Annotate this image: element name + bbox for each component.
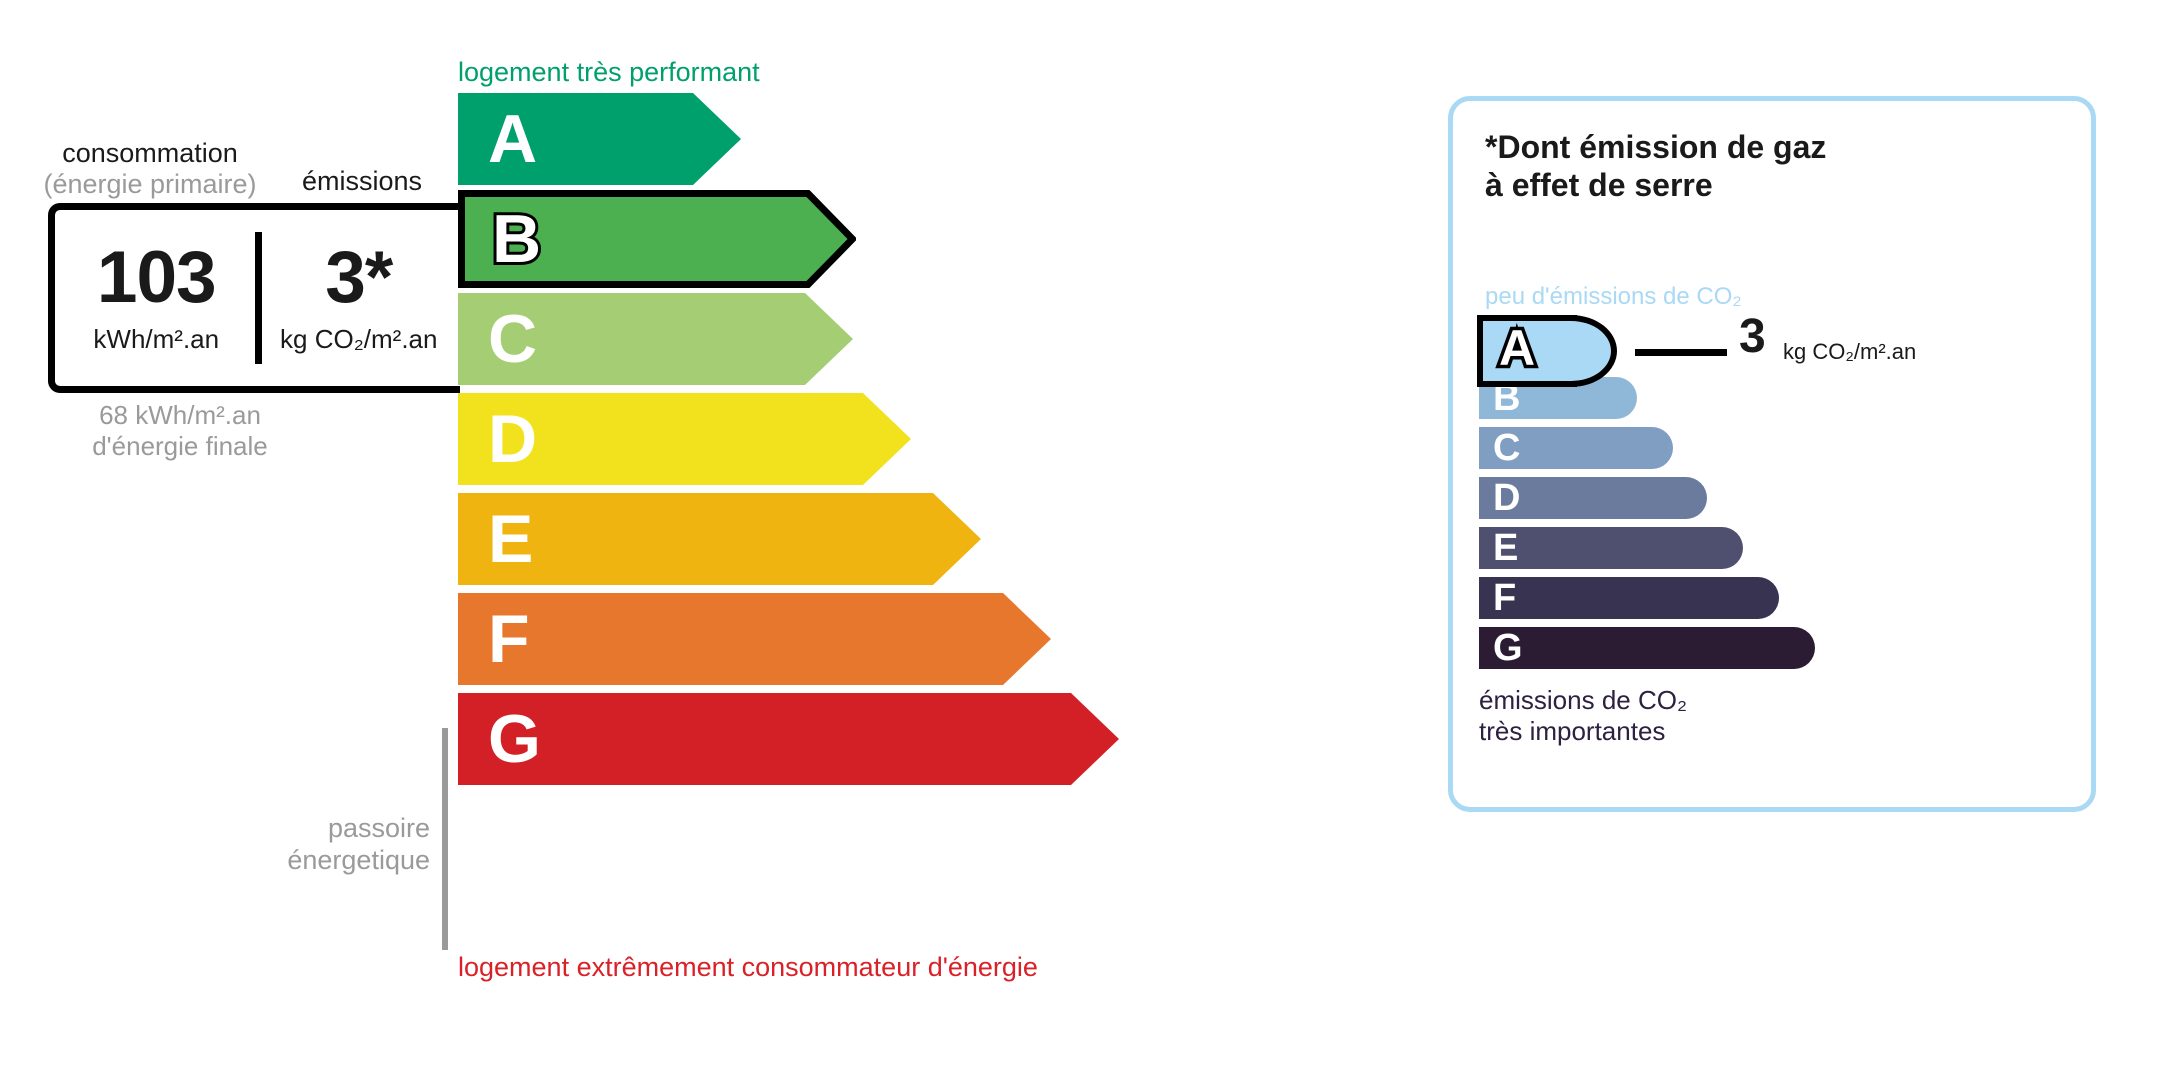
co2-bar-letter-e: E [1493,527,1519,569]
co2-unit: kg CO₂/m².an [1783,339,1917,364]
energy-bar-letter-a: A [488,101,538,177]
co2-top-caption: peu d'émissions de CO₂ [1485,283,1742,310]
energy-bar-letter-e: E [488,501,534,577]
energy-bar-b: B [458,190,856,288]
co2-bar-f: F [1479,577,1779,619]
value-box: 103 kWh/m².an 3* kg CO₂/m².an [48,203,460,393]
energy-bar-shape-b [458,190,856,288]
energy-bar-shape-d [458,393,911,485]
energy-bar-f: F [458,593,1051,685]
co2-bar-d: D [1479,477,1707,519]
energy-bar-letter-g: G [488,701,541,777]
co2-bar-b: B [1479,377,1637,419]
final-energy-note: 68 kWh/m².an d'énergie finale [60,400,300,462]
primary-energy-cell: 103 kWh/m².an [55,210,258,386]
consumption-header: consommation (énergie primaire) [30,138,270,200]
co2-bar-e: E [1479,527,1743,569]
co2-bar-letter-f: F [1493,577,1517,619]
emissions-cell: 3* kg CO₂/m².an [258,210,461,386]
co2-bar-c: C [1479,427,1673,469]
consumption-header-line2: (énergie primaire) [43,168,257,199]
co2-panel: *Dont émission de gaz à effet de serre p… [1448,96,2096,812]
consumption-header-line1: consommation [62,138,238,168]
value-divider [254,232,262,364]
energy-bar-shape-g [458,693,1119,785]
co2-bar-letter-g: G [1493,627,1523,669]
top-caption: logement très performant [458,57,760,87]
energy-bar-letter-b: B [489,201,544,277]
co2-bar-letter-c: C [1493,427,1521,469]
co2-title-line2: à effet de serre [1485,166,1713,203]
primary-energy-unit: kWh/m².an [93,324,220,354]
energy-bar-c: C [458,293,853,385]
co2-bar-g: G [1479,627,1815,669]
energy-bar-letter-c: C [488,301,538,377]
energy-bar-shape-e [458,493,981,585]
co2-leader-line [1635,349,1727,356]
co2-active-bar-cap [1571,315,1617,387]
energy-bar-letter-d: D [488,401,538,477]
final-energy-line1: 68 kWh/m².an [99,400,261,430]
bottom-caption: logement extrêmement consommateur d'éner… [458,952,1038,982]
co2-title-line1: *Dont émission de gaz [1485,129,1827,165]
energy-bar-shape-c [458,293,853,385]
energy-performance-label: logement très performant consommation (é… [30,57,1119,982]
emissions-header: émissions [301,166,423,196]
energy-bar-d: D [458,393,911,485]
energy-bar-a: A [458,93,741,185]
co2-bar-letter-d: D [1493,477,1521,519]
passoire-label-line1: passoire [327,813,430,843]
passoire-label: passoire énergetique [210,812,430,877]
passoire-bracket [442,728,448,950]
final-energy-line2: d'énergie finale [92,431,268,462]
energy-bar-shape-f [458,593,1051,685]
co2-bottom-caption-line1: émissions de CO₂ [1479,685,1688,715]
energy-bar-letter-f: F [488,601,530,677]
emissions-value: 3* [325,237,393,318]
energy-bar-e: E [458,493,981,585]
co2-active-bar-letter: A [1495,320,1538,377]
emissions-unit: kg CO₂/m².an [280,324,438,354]
co2-bottom-caption: émissions de CO₂ très importantes [1479,685,1687,747]
co2-value: 3 [1739,310,1766,363]
co2-active-bar-body [1477,315,1577,387]
energy-bar-shape-a [458,93,741,185]
co2-panel-title: *Dont émission de gaz à effet de serre [1485,129,1826,205]
passoire-label-line2: énergetique [287,845,430,876]
co2-bottom-caption-line2: très importantes [1479,716,1666,747]
energy-bar-g: G [458,693,1119,785]
primary-energy-value: 103 [96,237,217,318]
